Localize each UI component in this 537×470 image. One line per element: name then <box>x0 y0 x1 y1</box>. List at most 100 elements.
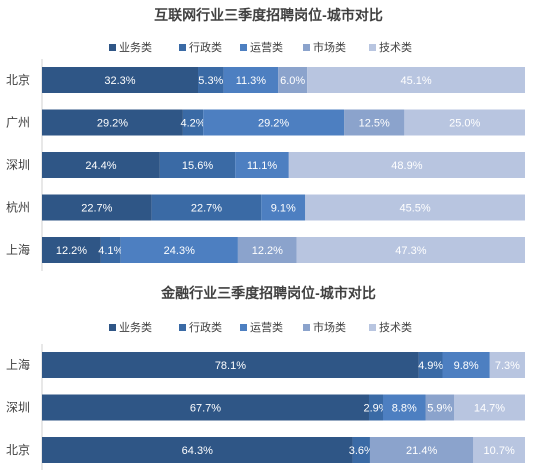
category-label: 杭州 <box>6 200 30 215</box>
data-label: 14.7% <box>474 403 505 415</box>
category-label: 广州 <box>6 116 30 130</box>
legend-label: 行政类 <box>189 40 222 54</box>
legend-swatch <box>109 324 116 331</box>
data-label: 29.2% <box>97 118 128 130</box>
data-label: 22.7% <box>81 203 112 215</box>
category-label: 北京 <box>6 73 30 87</box>
data-label: 64.3% <box>182 445 213 457</box>
bar-segment <box>42 152 160 178</box>
legend: 业务类 行政类 运营类 市场类 技术类 <box>109 320 412 334</box>
bar-segment <box>453 394 525 421</box>
bar-segment <box>261 194 306 221</box>
bar-segment <box>307 67 525 93</box>
data-label: 67.7% <box>190 403 221 415</box>
data-label: 10.7% <box>484 445 515 457</box>
data-label: 24.4% <box>85 160 116 172</box>
bar-segment <box>382 394 426 421</box>
data-label: 47.3% <box>395 245 426 257</box>
bar-segment <box>369 437 474 463</box>
legend-swatch <box>303 324 310 331</box>
bar-segment <box>418 352 443 378</box>
data-label: 6.0% <box>280 75 305 87</box>
category-label: 深圳 <box>6 401 30 415</box>
bar-segment <box>473 437 525 463</box>
legend-swatch <box>369 44 376 51</box>
legend-swatch <box>179 44 186 51</box>
bar-segment <box>182 109 204 136</box>
legend-swatch <box>179 324 186 331</box>
data-label: 45.1% <box>400 75 431 87</box>
bar-segment <box>42 109 183 136</box>
data-label: 15.6% <box>182 160 213 172</box>
bar-segment <box>223 67 279 93</box>
bar-segment <box>278 67 308 93</box>
data-label: 5.3% <box>198 75 223 87</box>
chart-title: 金融行业三季度招聘岗位-城市对比 <box>160 285 376 301</box>
bar-segment <box>489 352 525 378</box>
legend-label: 技术类 <box>379 40 412 54</box>
bar-segment <box>42 67 199 93</box>
bar-segment <box>42 394 369 421</box>
bar-segment <box>442 352 490 378</box>
legend-label: 市场类 <box>313 40 346 54</box>
legend-label: 运营类 <box>250 320 283 334</box>
legend-swatch <box>109 44 116 51</box>
category-label: 北京 <box>6 443 30 457</box>
data-label: 22.7% <box>191 203 222 215</box>
bar-segment <box>120 237 238 263</box>
category-label: 深圳 <box>6 158 30 172</box>
data-label: 45.5% <box>400 203 431 215</box>
data-label: 78.1% <box>215 360 246 372</box>
bar-segment <box>203 109 345 136</box>
data-label: 9.1% <box>271 203 296 215</box>
data-label: 12.5% <box>359 118 390 130</box>
data-label: 11.1% <box>247 160 278 172</box>
bar-segment <box>198 67 224 93</box>
data-label: 12.2% <box>56 245 87 257</box>
bar-segment <box>42 352 419 378</box>
data-label: 2.9% <box>363 403 388 415</box>
bar-segment <box>159 152 236 178</box>
bar-segment <box>305 194 525 221</box>
bar-segment <box>42 237 101 263</box>
legend-label: 业务类 <box>119 320 152 334</box>
legend-swatch <box>240 324 247 331</box>
bar-segment <box>425 394 454 421</box>
bar-segment <box>100 237 121 263</box>
data-label: 9.8% <box>454 360 479 372</box>
bar-segment <box>42 437 353 463</box>
bar-segment <box>237 237 297 263</box>
data-label: 4.1% <box>98 245 123 257</box>
bar-segment <box>288 152 525 178</box>
data-label: 32.3% <box>104 75 135 87</box>
data-label: 4.9% <box>418 360 443 372</box>
data-label: 24.3% <box>164 245 195 257</box>
data-label: 29.2% <box>258 118 289 130</box>
legend-swatch <box>240 44 247 51</box>
legend-label: 技术类 <box>379 320 412 334</box>
bar-segment <box>42 194 152 221</box>
data-label: 8.8% <box>392 403 417 415</box>
bar-segment <box>344 109 405 136</box>
data-label: 3.6% <box>349 445 374 457</box>
legend-swatch <box>303 44 310 51</box>
bar-segment <box>404 109 525 136</box>
bar-segment <box>235 152 289 178</box>
bar-segment <box>151 194 262 221</box>
data-label: 12.2% <box>252 245 283 257</box>
bar-segment <box>368 394 383 421</box>
legend-swatch <box>369 324 376 331</box>
legend-label: 市场类 <box>313 320 346 334</box>
category-label: 上海 <box>6 242 30 257</box>
legend-label: 行政类 <box>189 320 222 334</box>
data-label: 21.4% <box>406 445 437 457</box>
data-label: 25.0% <box>449 118 480 130</box>
legend-label: 运营类 <box>250 40 283 54</box>
data-label: 48.9% <box>391 160 422 172</box>
data-label: 4.2% <box>180 118 205 130</box>
bar-segment <box>296 237 525 263</box>
legend-label: 业务类 <box>119 40 152 54</box>
